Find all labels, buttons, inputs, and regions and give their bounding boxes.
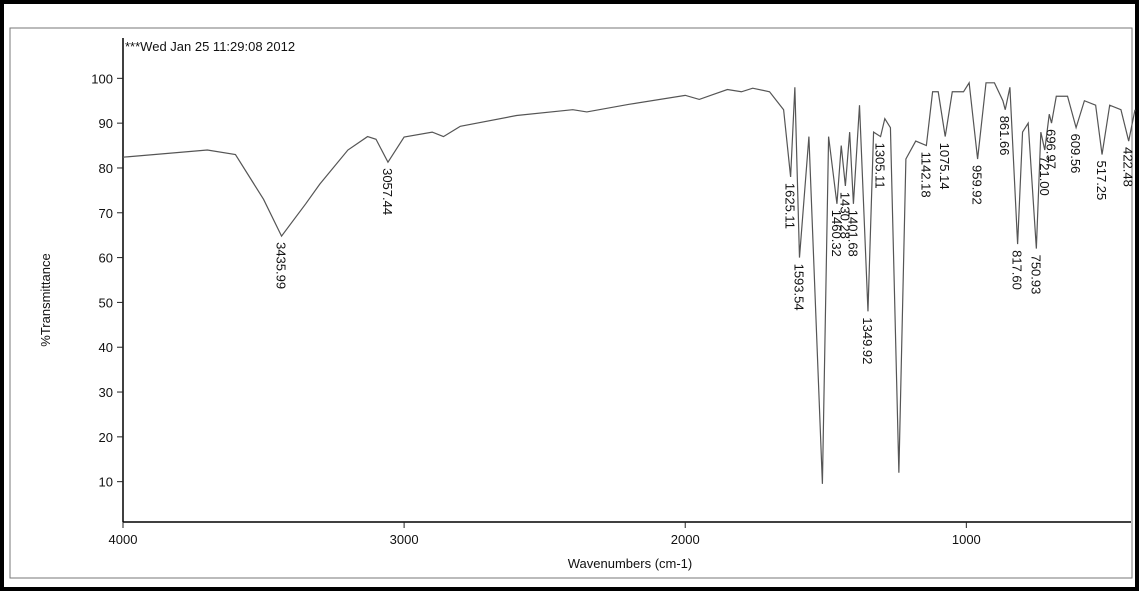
y-tick-label: 10 — [99, 475, 113, 490]
y-tick-label: 100 — [91, 71, 113, 86]
y-tick-label: 20 — [99, 430, 113, 445]
peak-label: 3057.44 — [380, 168, 395, 215]
timestamp: ***Wed Jan 25 11:29:08 2012 — [125, 39, 295, 54]
y-tick-label: 50 — [99, 295, 113, 310]
peak-label: 1593.54 — [792, 264, 807, 311]
peak-label: 959.92 — [970, 165, 985, 205]
peak-label: 696.97 — [1044, 129, 1059, 169]
spectrum-line — [122, 81, 1136, 484]
x-tick-label: 1000 — [952, 532, 981, 547]
peak-label: 750.93 — [1028, 255, 1043, 295]
y-tick-label: 80 — [99, 161, 113, 176]
y-tick-label: 60 — [99, 251, 113, 266]
peak-label: 861.66 — [997, 116, 1012, 156]
peak-label: 3435.99 — [274, 242, 289, 289]
peak-label: 1625.11 — [783, 183, 798, 229]
peak-label: 517.25 — [1094, 161, 1109, 201]
peak-label: 1430.28 — [837, 192, 852, 239]
peak-label: 609.56 — [1068, 134, 1083, 174]
peak-label: 1349.92 — [860, 317, 875, 364]
peak-label: 1142.18 — [918, 152, 933, 198]
x-tick-label: 3000 — [390, 532, 419, 547]
peak-label: 1075.14 — [937, 143, 952, 190]
y-tick-label: 70 — [99, 206, 113, 221]
y-tick-label: 40 — [99, 340, 113, 355]
frame — [9, 27, 1133, 579]
x-tick-label: 4000 — [109, 532, 138, 547]
peak-label: 817.60 — [1010, 250, 1025, 290]
y-axis-label: %Transmittance — [38, 253, 53, 346]
peak-label: 1305.11 — [873, 143, 888, 189]
x-tick-label: 2000 — [671, 532, 700, 547]
peak-label: 1401.68 — [845, 210, 860, 257]
peak-label: 422.48 — [1121, 147, 1136, 187]
peak-label: 721.00 — [1037, 156, 1052, 196]
y-tick-label: 30 — [99, 385, 113, 400]
y-tick-label: 90 — [99, 116, 113, 131]
peak-label: 1460.32 — [829, 210, 844, 257]
x-axis-label: Wavenumbers (cm-1) — [568, 556, 692, 571]
